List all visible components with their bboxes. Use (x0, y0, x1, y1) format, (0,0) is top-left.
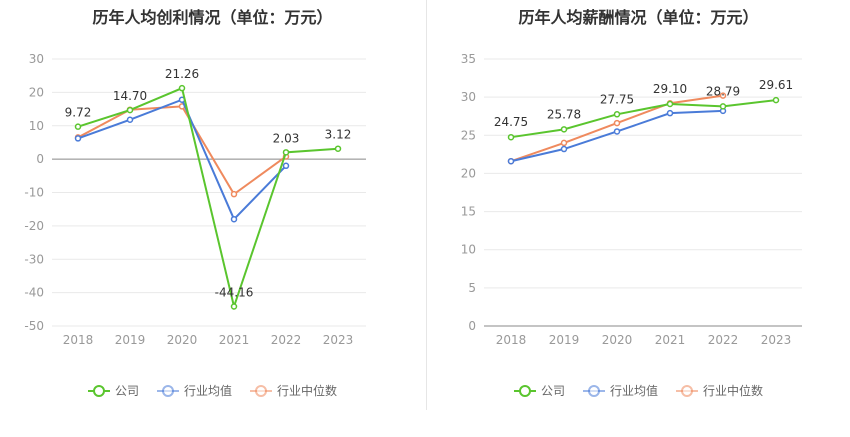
x-tick-label: 2023 (323, 333, 354, 347)
legend-label: 行业均值 (609, 384, 658, 398)
data-point (507, 157, 515, 165)
legend-marker-icon (87, 384, 110, 397)
legend-item[interactable]: 公司 (513, 382, 565, 399)
x-tick-label: 2021 (655, 333, 686, 347)
data-point (74, 135, 82, 142)
y-tick-label: 0 (36, 152, 44, 166)
series-line (77, 105, 287, 196)
data-point (230, 215, 238, 223)
salary-chart-panel: 历年人均薪酬情况（单位：万元） 35 30 25 20 15 10 5 0 2018 2019 20… (427, 0, 850, 437)
data-point (230, 303, 238, 310)
chart-title: 历年人均薪酬情况（单位：万元） (518, 8, 759, 27)
data-point (560, 126, 568, 133)
x-tick-label: 2020 (602, 333, 633, 347)
salary-chart-svg: 35 30 25 20 15 10 5 0 2018 2019 2020 2021 2022 2023 24… (461, 52, 802, 347)
y-tick-label: 15 (461, 205, 476, 219)
y-tick-label: -40 (24, 286, 44, 300)
legend-item[interactable]: 行业均值 (156, 382, 232, 399)
data-point (666, 109, 674, 117)
x-tick-label: 2022 (271, 333, 302, 347)
data-label: 27.75 (600, 92, 634, 106)
legend-marker-icon (676, 384, 698, 397)
legend-marker-icon (513, 384, 536, 397)
data-label: 25.78 (547, 107, 581, 121)
data-point (126, 116, 134, 123)
y-tick-label: 30 (461, 90, 476, 104)
data-point (507, 133, 515, 141)
x-tick-label: 2023 (761, 333, 792, 347)
data-point (613, 119, 621, 127)
data-label: 28.79 (706, 84, 740, 98)
x-tick-label: 2018 (496, 333, 527, 347)
x-tick-label: 2022 (708, 333, 739, 347)
y-tick-label: -50 (24, 319, 44, 333)
chart-title: 历年人均创利情况（单位：万元） (92, 8, 333, 27)
data-label: 3.12 (325, 128, 352, 142)
legend-item[interactable]: 行业中位数 (676, 382, 763, 399)
chart-legend: 公司 行业均值 行业中位数 (427, 382, 850, 399)
data-label: -44.16 (215, 286, 254, 300)
series-line (510, 109, 724, 163)
profit-chart-svg: 30 20 10 0 -10 -20 -30 -40 -50 2018 2019 2020 2021 20… (24, 52, 366, 347)
chart-legend: 公司 行业均值 行业中位数 (0, 382, 425, 399)
y-tick-label: 20 (29, 85, 44, 99)
data-point (719, 103, 727, 110)
panel-divider (426, 0, 427, 410)
data-point (230, 190, 238, 198)
data-label: 21.26 (165, 67, 199, 81)
profit-chart-panel: 历年人均创利情况（单位：万元） 30 20 10 0 -10 -20 -30 -40 -50 20… (0, 8, 425, 399)
y-tick-label: 25 (461, 128, 476, 142)
data-label: 9.72 (65, 106, 92, 120)
legend-item[interactable]: 行业中位数 (250, 382, 337, 399)
series-line (510, 99, 777, 139)
data-point (126, 106, 134, 114)
x-tick-label: 2021 (219, 333, 250, 347)
y-tick-label: 10 (29, 119, 44, 133)
x-tick-label: 2020 (167, 333, 198, 347)
data-label: 29.10 (653, 82, 687, 96)
data-point (719, 92, 727, 99)
y-tick-label: 5 (468, 281, 476, 295)
data-point (74, 123, 82, 130)
y-tick-label: -10 (24, 186, 44, 200)
legend-marker-icon (250, 384, 272, 397)
data-point (178, 84, 186, 92)
x-tick-label: 2019 (549, 333, 580, 347)
legend-label: 行业中位数 (277, 384, 338, 398)
legend-label: 行业均值 (183, 384, 232, 398)
legend-label: 公司 (114, 384, 139, 398)
y-tick-label: 0 (468, 319, 476, 333)
data-point (560, 145, 568, 153)
data-label: 2.03 (273, 131, 300, 145)
data-point (772, 96, 780, 104)
legend-marker-icon (582, 384, 605, 397)
data-point (666, 100, 674, 108)
data-point (613, 128, 621, 135)
data-point (334, 145, 342, 152)
legend-marker-icon (156, 384, 179, 397)
data-label: 29.61 (759, 78, 793, 92)
y-tick-label: 35 (461, 52, 476, 66)
legend-label: 行业中位数 (703, 384, 764, 398)
legend-item[interactable]: 公司 (87, 382, 139, 399)
legend-label: 公司 (540, 384, 565, 398)
data-point (282, 162, 290, 170)
data-label: 14.70 (113, 89, 147, 103)
series-line (77, 86, 339, 311)
y-tick-label: -30 (24, 252, 44, 266)
x-tick-label: 2018 (63, 333, 94, 347)
y-tick-label: -20 (24, 219, 44, 233)
data-label: 24.75 (494, 115, 528, 129)
y-tick-label: 20 (461, 166, 476, 180)
data-point (613, 111, 621, 118)
y-tick-label: 30 (29, 52, 44, 66)
legend-item[interactable]: 行业均值 (582, 382, 658, 399)
x-tick-label: 2019 (115, 333, 146, 347)
y-tick-label: 10 (461, 243, 476, 257)
data-point (560, 139, 568, 147)
data-point (282, 149, 290, 156)
